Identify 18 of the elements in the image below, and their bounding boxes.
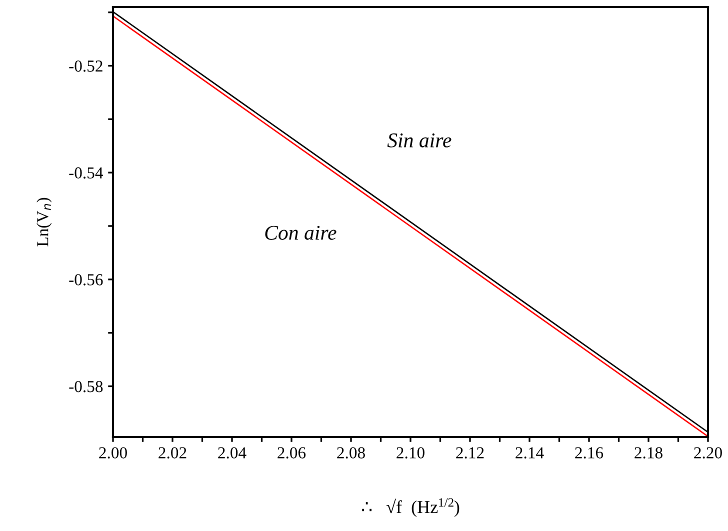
x-tick-label: 2.04 — [218, 447, 246, 459]
text: Con aire — [265, 226, 336, 240]
x-tick-label: 2.02 — [158, 447, 186, 459]
x-tick-label: 2.14 — [516, 447, 544, 459]
y-tick-label: -0.54 — [69, 167, 104, 179]
y-tick-label: -0.52 — [69, 60, 102, 72]
y-axis-title: Ln(V$_{n}$) — [36, 198, 52, 246]
x-tick-label: 2.16 — [575, 447, 604, 459]
x-tick-label: 2.18 — [634, 447, 662, 459]
x-tick-label: 2.08 — [337, 447, 365, 459]
x-tick-label: 2.06 — [278, 447, 306, 459]
x-tick-label: 2.00 — [99, 447, 127, 459]
x-tick-label: 2.10 — [396, 447, 424, 459]
x-tick-label: 2.20 — [694, 447, 722, 459]
text: Sin aire — [387, 133, 452, 148]
x-tick-label: 2.12 — [456, 447, 484, 459]
y-tick-label: -0.56 — [69, 274, 103, 286]
y-tick-label: -0.58 — [69, 380, 103, 392]
